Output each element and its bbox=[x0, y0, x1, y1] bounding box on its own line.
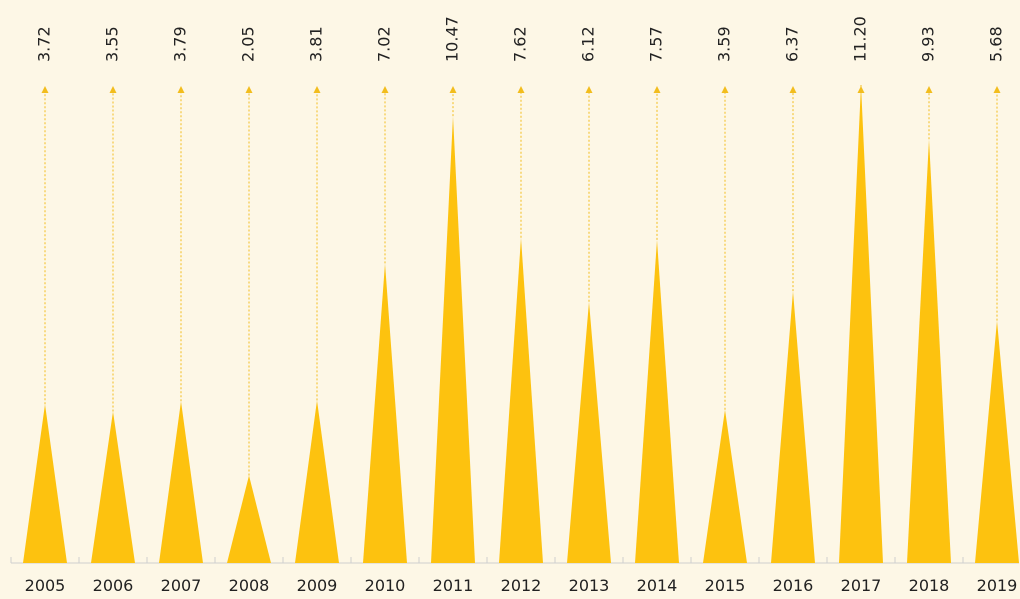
bar bbox=[703, 409, 747, 563]
value-label: 3.55 bbox=[103, 26, 122, 62]
x-tick-label: 2012 bbox=[501, 576, 542, 595]
x-tick-label: 2015 bbox=[705, 576, 746, 595]
bar bbox=[431, 116, 475, 563]
leader-arrow bbox=[925, 86, 933, 93]
value-label: 9.93 bbox=[919, 26, 938, 62]
x-tick-label: 2014 bbox=[637, 576, 678, 595]
value-label: 7.57 bbox=[647, 26, 666, 62]
value-label: 2.05 bbox=[239, 26, 258, 62]
x-tick-label: 2016 bbox=[773, 576, 814, 595]
leader-arrow bbox=[993, 86, 1001, 93]
leader-arrow bbox=[517, 86, 525, 93]
value-label: 3.79 bbox=[171, 26, 190, 62]
bar bbox=[295, 400, 339, 563]
bar bbox=[567, 301, 611, 563]
x-tick-label: 2019 bbox=[977, 576, 1018, 595]
bar bbox=[635, 239, 679, 563]
x-tick-label: 2006 bbox=[93, 576, 134, 595]
value-label: 10.47 bbox=[443, 16, 462, 62]
x-tick-label: 2011 bbox=[433, 576, 474, 595]
bar bbox=[907, 139, 951, 563]
bar bbox=[975, 320, 1019, 563]
bar bbox=[227, 475, 271, 563]
value-label: 5.68 bbox=[987, 26, 1006, 62]
value-label: 3.59 bbox=[715, 26, 734, 62]
leader-arrow bbox=[109, 86, 117, 93]
value-label: 6.12 bbox=[579, 26, 598, 62]
bar bbox=[363, 263, 407, 563]
leader-arrow bbox=[721, 86, 729, 93]
bar bbox=[159, 401, 203, 563]
leader-arrow bbox=[789, 86, 797, 93]
leader-arrow bbox=[381, 86, 389, 93]
bar bbox=[499, 237, 543, 563]
bar bbox=[771, 291, 815, 563]
value-label: 11.20 bbox=[851, 16, 870, 62]
leader-arrow bbox=[653, 86, 661, 93]
leader-arrow bbox=[177, 86, 185, 93]
x-tick-label: 2005 bbox=[25, 576, 66, 595]
leader-arrow bbox=[41, 86, 49, 93]
leader-arrow bbox=[585, 86, 593, 93]
leader-arrow bbox=[449, 86, 457, 93]
leader-arrow bbox=[857, 86, 865, 93]
x-tick-label: 2009 bbox=[297, 576, 338, 595]
bar bbox=[839, 85, 883, 563]
value-label: 3.81 bbox=[307, 26, 326, 62]
x-tick-label: 2018 bbox=[909, 576, 950, 595]
value-label: 7.02 bbox=[375, 26, 394, 62]
x-tick-label: 2017 bbox=[841, 576, 882, 595]
x-tick-label: 2007 bbox=[161, 576, 202, 595]
x-tick-label: 2010 bbox=[365, 576, 406, 595]
leader-arrow bbox=[245, 86, 253, 93]
value-label: 7.62 bbox=[511, 26, 530, 62]
bar bbox=[23, 404, 67, 563]
leader-arrow bbox=[313, 86, 321, 93]
bar bbox=[91, 411, 135, 563]
x-tick-label: 2008 bbox=[229, 576, 270, 595]
value-label: 6.37 bbox=[783, 26, 802, 62]
x-tick-label: 2013 bbox=[569, 576, 610, 595]
value-label: 3.72 bbox=[35, 26, 54, 62]
